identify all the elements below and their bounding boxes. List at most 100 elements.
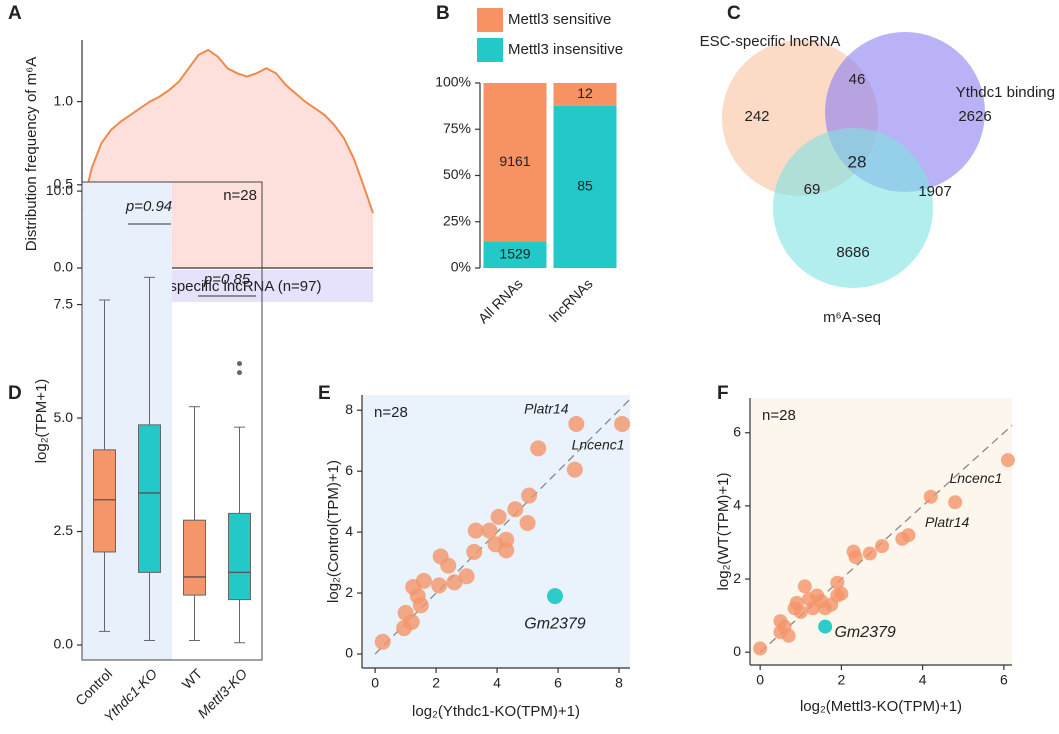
y-tick-label: 2 — [733, 570, 741, 586]
bar-segment — [483, 241, 547, 268]
y-tick-label: 1.0 — [54, 92, 74, 108]
panel-letter: F — [717, 383, 729, 404]
point-label: Platr14 — [524, 401, 569, 417]
y-tick-label: 2 — [345, 584, 353, 600]
y-axis-label: log₂(WT(TPM)+1) — [715, 473, 732, 591]
point — [546, 588, 563, 605]
x-tick-label: 0 — [756, 672, 764, 688]
panel-letter: A — [8, 3, 22, 24]
x-tick-label: 0 — [371, 675, 379, 691]
annotation: p=0.94 — [125, 198, 172, 215]
region-count: 28 — [848, 152, 867, 171]
y-tick-label: 0 — [345, 645, 353, 661]
panel-letter: C — [727, 3, 741, 24]
point — [793, 604, 808, 619]
set-label: m⁶A-seq — [823, 309, 881, 326]
point — [519, 514, 536, 531]
point — [458, 568, 475, 585]
bar-segment — [553, 105, 617, 268]
legend-swatch — [477, 38, 503, 62]
box — [183, 519, 206, 596]
y-tick-label: 25% — [443, 212, 471, 228]
bar-segment — [483, 83, 547, 242]
point — [521, 487, 538, 504]
point — [466, 543, 483, 560]
x-tick-label: 8 — [615, 675, 623, 691]
panel-letter: E — [318, 383, 331, 404]
legend-label: Mettl3 insensitive — [508, 41, 623, 58]
point — [1000, 453, 1015, 468]
x-tick-label: 2 — [432, 675, 440, 691]
set-label: Ythdc1 binding — [956, 84, 1055, 101]
x-axis-label: log₂(Ythdc1-KO(TPM)+1) — [412, 703, 580, 720]
point — [830, 575, 845, 590]
legend-swatch — [477, 8, 503, 32]
point — [374, 633, 391, 650]
count-label: 1529 — [499, 245, 530, 261]
point-label: Gm2379 — [834, 624, 895, 641]
plot-frame — [81, 181, 263, 661]
point — [446, 574, 463, 591]
x-tick-label: Control — [72, 665, 115, 708]
point — [403, 613, 420, 630]
x-tick-label: WT — [179, 665, 206, 692]
y-tick-label: 0.0 — [54, 259, 74, 275]
x-tick-label: lncRNAs — [546, 275, 596, 325]
set-label: ESC-specific lncRNA — [700, 33, 841, 50]
x-tick-label: 4 — [493, 675, 501, 691]
point-label: Gm2379 — [524, 615, 585, 632]
region-count: 2626 — [958, 108, 991, 125]
y-tick-label: 10.0 — [46, 182, 73, 198]
region-count: 242 — [744, 108, 769, 125]
annotation: p=0.85 — [203, 271, 251, 288]
point — [797, 579, 812, 594]
point — [901, 528, 916, 543]
y-tick-label: 0 — [733, 643, 741, 659]
y-tick-label: 75% — [443, 120, 471, 136]
point — [440, 557, 457, 574]
point — [530, 440, 547, 457]
point — [875, 539, 890, 554]
y-tick-label: 7.5 — [54, 295, 74, 311]
x-tick-label: 4 — [919, 672, 927, 688]
y-tick-label: 6 — [345, 462, 353, 478]
y-tick-label: 0.5 — [54, 175, 74, 191]
annotation: n=28 — [762, 407, 796, 424]
point — [507, 501, 524, 518]
region-count: 46 — [849, 71, 866, 88]
y-tick-label: 2.5 — [54, 522, 74, 538]
y-tick-label: 50% — [443, 166, 471, 182]
bar-segment — [553, 83, 617, 106]
point — [568, 415, 585, 432]
point — [923, 489, 938, 504]
y-tick-label: 6 — [733, 423, 741, 439]
outlier — [237, 361, 242, 367]
point — [481, 522, 498, 539]
point — [818, 619, 833, 634]
point — [498, 542, 515, 559]
count-label: 85 — [577, 178, 593, 194]
region-count: 1907 — [918, 183, 951, 200]
y-tick-label: 0% — [451, 259, 471, 275]
point — [753, 641, 768, 656]
region-count: 69 — [804, 181, 821, 198]
point — [415, 572, 432, 589]
x-tick-label: Mettl3-KO — [194, 665, 250, 721]
point — [431, 577, 448, 594]
x-tick-label: 2 — [837, 672, 845, 688]
panel-letter: D — [8, 383, 22, 404]
point — [948, 495, 963, 510]
point — [614, 415, 631, 432]
annotation: n=28 — [374, 404, 408, 421]
x-axis-label: log₂(Mettl3-KO(TPM)+1) — [800, 698, 962, 715]
box — [228, 512, 251, 601]
point — [490, 508, 507, 525]
x-tick-label: 6 — [1000, 672, 1008, 688]
point — [566, 461, 583, 478]
plot-background — [750, 398, 1012, 665]
x-tick-label: All RNAs — [475, 275, 526, 326]
y-tick-label: 100% — [435, 74, 471, 90]
point — [781, 628, 796, 643]
point — [848, 550, 863, 565]
